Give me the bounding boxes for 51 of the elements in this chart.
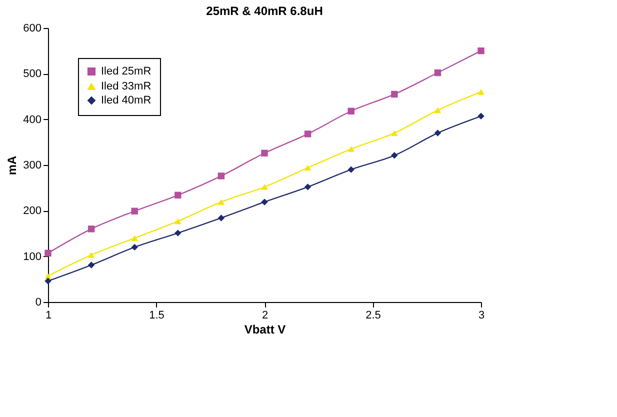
x-tick-label: 1.5: [149, 310, 164, 322]
y-tick-label: 200: [23, 205, 42, 218]
point: [478, 47, 484, 54]
y-tick-label: 500: [23, 68, 42, 80]
legend-label: Iled 40mR: [101, 94, 152, 106]
point: [434, 69, 442, 76]
point: [44, 273, 52, 279]
point: [434, 107, 442, 114]
point: [391, 152, 398, 159]
point: [478, 89, 484, 95]
point: [174, 192, 182, 198]
point: [304, 184, 312, 190]
point: [174, 230, 182, 236]
point: [131, 235, 138, 241]
point: [44, 278, 52, 284]
x-tick-label: 2: [262, 310, 268, 322]
point: [131, 208, 138, 214]
y-tick-label: 400: [23, 114, 42, 126]
point: [304, 130, 312, 138]
point: [88, 262, 95, 268]
point: [391, 90, 398, 98]
legend-label: Iled 25mR: [101, 66, 152, 78]
y-tick-label: 300: [23, 160, 42, 172]
y-tick-label: 0: [35, 296, 42, 308]
point: [88, 252, 95, 258]
point: [348, 146, 354, 152]
point: [304, 164, 312, 171]
y-tick-label: 600: [23, 22, 42, 34]
point: [348, 166, 354, 173]
point: [218, 199, 225, 205]
point: [44, 250, 52, 256]
point: [88, 226, 95, 232]
x-tick-label: 2.5: [366, 310, 381, 322]
point: [218, 214, 225, 222]
point: [391, 130, 398, 136]
point: [261, 184, 268, 190]
y-tick-label: 100: [23, 250, 42, 263]
x-axis-title: Vbatt V: [244, 322, 286, 336]
point: [261, 150, 268, 156]
point: [261, 198, 268, 206]
point: [218, 172, 225, 180]
point: [434, 130, 442, 136]
point: [174, 218, 182, 224]
x-tick-label: 3: [478, 310, 485, 322]
legend-label: Iled 33mR: [101, 80, 152, 92]
y-axis-title: mA: [5, 156, 20, 176]
point: [478, 112, 484, 120]
chart-title: 25mR & 40mR 6.8uH: [206, 4, 323, 18]
point: [131, 244, 138, 251]
point: [348, 108, 354, 114]
x-tick-label: 1: [45, 310, 52, 322]
